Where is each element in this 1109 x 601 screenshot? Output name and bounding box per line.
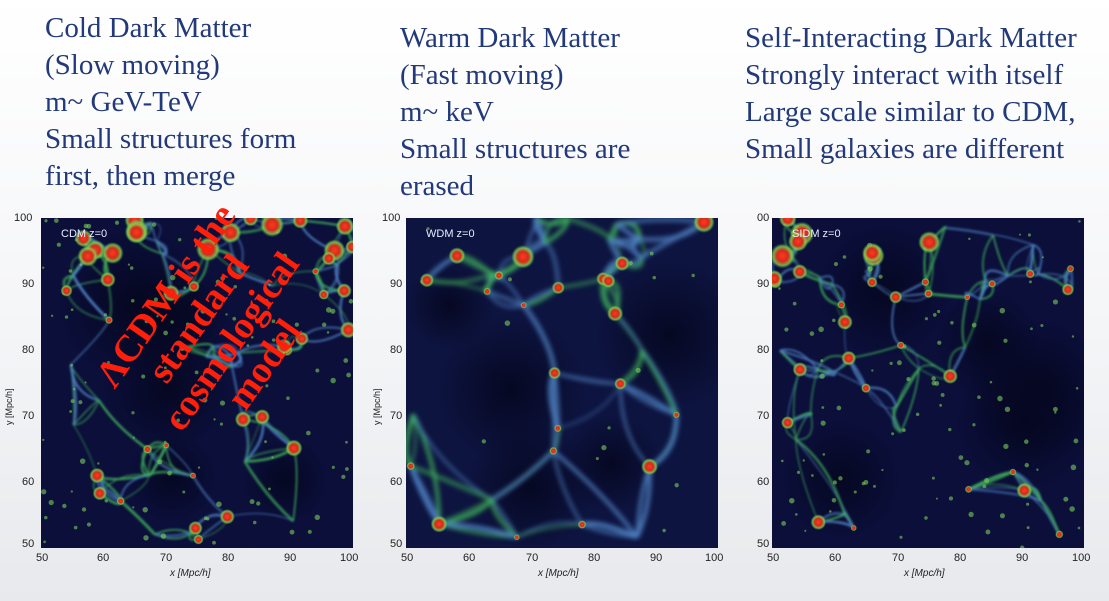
sidm-ytick-60: 60 [757,476,770,488]
cdm-ytick-70: 70 [22,410,35,422]
wdm-xtick-90: 90 [650,552,663,564]
wdm-ytick-50: 50 [390,538,403,550]
wdm-xtick-100: 100 [705,552,724,564]
wdm-description: Warm Dark Matter (Fast moving) m~ keV Sm… [400,20,630,205]
sidm-ytick-90: 90 [757,278,770,290]
sidm-description: Self-Interacting Dark Matter Strongly in… [745,20,1077,168]
cdm-xtick-80: 80 [222,552,235,564]
sidm-xlabel: x [Mpc/h] [904,568,945,579]
sidm-line-1: Self-Interacting Dark Matter [745,22,1077,54]
cdm-xtick-100: 100 [340,552,359,564]
cdm-line-4: Small structures form [45,123,297,155]
cdm-line-3: m~ GeV-TeV [45,86,202,118]
cdm-ytick-90: 90 [22,278,35,290]
wdm-ytick-100: 100 [382,212,401,224]
sidm-xtick-100: 100 [1072,552,1091,564]
cdm-xtick-70: 70 [160,552,173,564]
sidm-line-3: Large scale similar to CDM, [745,96,1076,128]
wdm-xtick-60: 60 [463,552,476,564]
wdm-xtick-50: 50 [401,552,414,564]
cdm-ytick-80: 80 [22,344,35,356]
wdm-line-2: (Fast moving) [400,59,564,91]
wdm-ytick-60: 60 [390,476,403,488]
sidm-ytick-80: 80 [757,344,770,356]
sidm-xtick-50: 50 [767,552,780,564]
cdm-line-2: (Slow moving) [45,49,220,81]
wdm-ytick-90: 90 [390,278,403,290]
cdm-description: Cold Dark Matter (Slow moving) m~ GeV-Te… [45,10,296,195]
cdm-ytick-50: 50 [22,538,35,550]
sidm-xtick-90: 90 [1016,552,1029,564]
sidm-ytick-100: 00 [757,212,770,224]
cdm-simulation-image: CDM z=0 [41,218,353,548]
wdm-line-1: Warm Dark Matter [400,22,620,54]
wdm-line-5: erased [400,170,475,202]
cdm-line-1: Cold Dark Matter [45,12,252,44]
sidm-line-2: Strongly interact with itself [745,59,1064,91]
wdm-xtick-70: 70 [526,552,539,564]
cdm-ylabel: y [Mpc/h] [4,388,14,425]
wdm-simulation-image: WDM z=0 [406,218,718,548]
wdm-ytick-80: 80 [390,344,403,356]
sidm-simulation-image: SIDM z=0 [772,218,1084,548]
sidm-panel-label: SIDM z=0 [792,228,841,240]
sidm-xtick-80: 80 [954,552,967,564]
sidm-web-svg [772,218,1084,548]
cdm-xlabel: x [Mpc/h] [170,568,211,579]
wdm-web-svg [406,218,718,548]
cdm-xtick-60: 60 [97,552,110,564]
cdm-web-svg [41,218,353,548]
sidm-xtick-60: 60 [829,552,842,564]
wdm-xlabel: x [Mpc/h] [538,568,579,579]
sidm-xtick-70: 70 [892,552,905,564]
cdm-ytick-60: 60 [22,476,35,488]
cdm-line-5: first, then merge [45,160,236,192]
cdm-xtick-90: 90 [284,552,297,564]
wdm-line-4: Small structures are [400,133,631,165]
wdm-ylabel: y [Mpc/h] [372,388,382,425]
sidm-ytick-50: 50 [757,538,770,550]
wdm-panel-label: WDM z=0 [426,228,475,240]
cdm-panel-label: CDM z=0 [61,228,108,240]
cdm-ytick-100: 100 [14,212,33,224]
wdm-line-3: m~ keV [400,96,494,128]
sidm-ytick-70: 70 [757,410,770,422]
wdm-xtick-80: 80 [588,552,601,564]
wdm-ytick-70: 70 [390,410,403,422]
cdm-xtick-50: 50 [36,552,49,564]
sidm-line-4: Small galaxies are different [745,133,1065,165]
